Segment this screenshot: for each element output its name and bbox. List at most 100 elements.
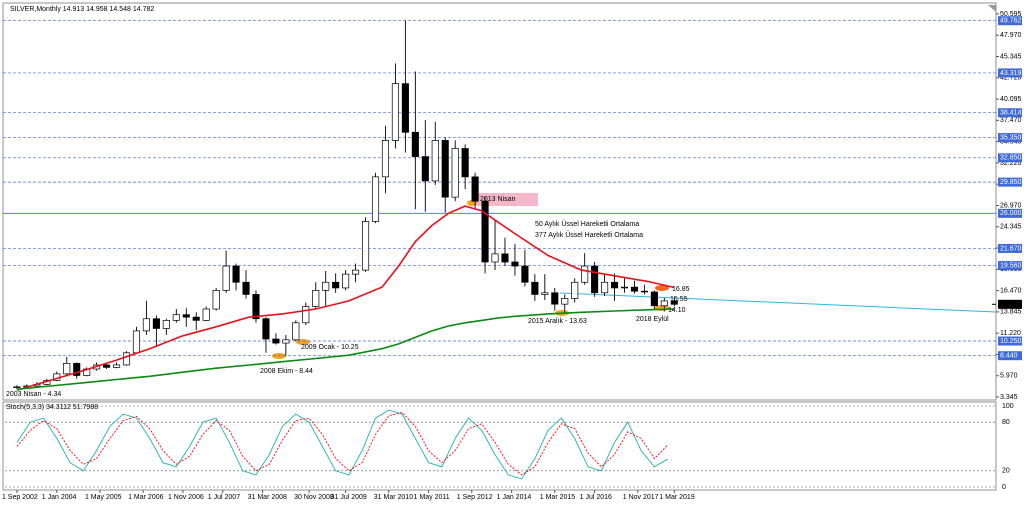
stoch-panel xyxy=(2,401,997,491)
y-tick-label: 20 xyxy=(1002,468,1010,475)
candle-body xyxy=(352,269,360,275)
candle-body xyxy=(531,281,539,295)
level-label-box xyxy=(998,16,1022,26)
candle-body xyxy=(202,308,210,321)
candle-body xyxy=(601,281,609,294)
candle-body xyxy=(73,362,81,376)
y-tick-label: 40.095 xyxy=(1000,96,1022,103)
candle-body xyxy=(660,300,668,307)
y-tick-label: 50.595 xyxy=(1000,11,1022,18)
candle-body xyxy=(471,176,479,202)
x-tick-label: 1 May 2005 xyxy=(85,494,122,501)
candle-body xyxy=(451,148,459,198)
level-label: 32.850 xyxy=(1000,155,1022,162)
candle-body xyxy=(511,261,519,267)
y-tick-label: 5.970 xyxy=(1000,373,1018,380)
candle-body xyxy=(441,140,449,198)
y-tick-label: 11.220 xyxy=(1000,330,1021,337)
x-tick-label: 31 Jul 2009 xyxy=(331,494,367,501)
level-label-box xyxy=(998,153,1022,163)
candle-body xyxy=(421,156,429,182)
x-tick-label: 31 Mar 2010 xyxy=(374,494,413,501)
level-label-box xyxy=(998,351,1022,361)
candle-body xyxy=(610,281,619,289)
candle-body xyxy=(371,176,380,222)
candle-body xyxy=(591,265,599,294)
level-label: 19.560 xyxy=(1000,262,1022,269)
candle-body xyxy=(361,221,370,271)
candle-body xyxy=(381,140,390,178)
last-price-box xyxy=(998,299,1022,309)
candle-body xyxy=(272,338,280,344)
level-label: 10.250 xyxy=(1000,338,1022,345)
y-tick-label: 42.720 xyxy=(1000,75,1022,82)
y-tick-label: 13.845 xyxy=(1000,309,1022,316)
y-tick-label: 45.345 xyxy=(1000,53,1022,60)
level-label: 49.762 xyxy=(1000,18,1022,25)
candle-body xyxy=(521,265,529,283)
candle-body xyxy=(312,290,320,307)
level-label: 21.670 xyxy=(1000,245,1022,252)
x-tick-label: 31 Mar 2008 xyxy=(248,494,287,501)
level-label: 26.000 xyxy=(1000,210,1022,217)
price-panel xyxy=(2,2,997,401)
ma-line xyxy=(16,308,675,391)
x-tick-label: 1 Sep 2002 xyxy=(2,494,38,501)
candle-body xyxy=(182,314,190,318)
candle-body xyxy=(132,330,141,354)
level-label: 29.850 xyxy=(1000,179,1022,186)
candle-body xyxy=(242,281,250,295)
level-label: 38.414 xyxy=(1000,110,1022,117)
level-label: 8.440 xyxy=(1000,353,1018,360)
x-tick-label: 1 Mar 2019 xyxy=(659,494,695,501)
candle-body xyxy=(431,140,439,182)
x-tick-label: 1 Mar 2015 xyxy=(540,494,576,501)
ma-line xyxy=(16,205,675,391)
candle-body xyxy=(142,318,150,332)
candle-body xyxy=(541,292,549,295)
candle-body xyxy=(650,291,658,307)
candle-body xyxy=(461,148,469,178)
candle-body xyxy=(232,265,240,283)
y-tick-label: 16.470 xyxy=(1000,287,1022,294)
candle-body xyxy=(401,83,409,133)
candle-body xyxy=(551,292,559,305)
candle-body xyxy=(640,290,648,293)
legend-label: 50 Aylık Üssel Hareketli Ortalama xyxy=(535,220,639,228)
y-tick-label: 47.970 xyxy=(1000,32,1022,39)
y-tick-label: 26.970 xyxy=(1000,202,1022,209)
annotation: 2015 Aralık - 13.63 xyxy=(528,318,587,325)
last-price-label: 14.782 xyxy=(1000,301,1022,308)
annotation: 16.85 xyxy=(672,286,690,293)
candle-body xyxy=(501,253,509,263)
annotation-highlight xyxy=(476,193,538,206)
candle-body xyxy=(571,281,579,299)
annotation: 2003 Nisan - 4.34 xyxy=(6,391,61,398)
candle-body xyxy=(103,364,111,368)
annotation: 2008 Ekim - 8.44 xyxy=(260,368,313,375)
x-tick-label: 1 Sep 2012 xyxy=(457,494,493,501)
x-tick-label: 1 Jan 2014 xyxy=(497,494,532,501)
candle-body xyxy=(172,314,180,321)
candle-body xyxy=(112,364,121,368)
annotation: 14.10 xyxy=(668,307,686,314)
x-tick-label: 1 Nov 2017 xyxy=(623,494,659,501)
x-tick-label: 30 Nov 2008 xyxy=(294,494,334,501)
level-label-box xyxy=(998,133,1022,143)
candle-body xyxy=(63,362,71,375)
chart-title: SILVER,Monthly 14.913 14.958 14.548 14.7… xyxy=(10,6,154,13)
level-label-box xyxy=(998,243,1022,253)
level-label-box xyxy=(998,177,1022,187)
candle-body xyxy=(252,294,260,320)
level-label: 43.319 xyxy=(1000,70,1022,77)
candle-body xyxy=(292,322,300,341)
x-tick-label: 1 Nov 2006 xyxy=(168,494,204,501)
annotation: 2018 Eylül xyxy=(636,316,669,323)
candle-body xyxy=(391,83,399,141)
y-tick-label: 24.345 xyxy=(1000,224,1022,231)
level-label-box xyxy=(998,108,1022,118)
candle-body xyxy=(222,265,230,291)
candle-body xyxy=(162,320,170,329)
y-tick-label: 100 xyxy=(1002,403,1014,410)
